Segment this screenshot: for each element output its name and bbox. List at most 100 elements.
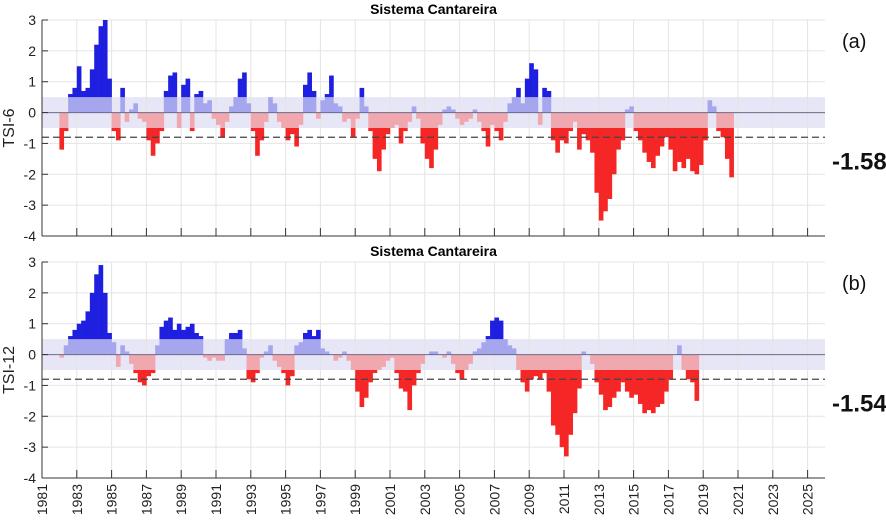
bar-weak-positive [542, 97, 547, 113]
bar-weak-positive [472, 109, 478, 113]
bar-weak-negative [363, 354, 369, 370]
bar-strong-positive [237, 329, 243, 340]
bar-weak-positive [520, 103, 526, 113]
bar-strong-positive [85, 311, 91, 340]
bar-weak-negative [724, 112, 730, 128]
bar-weak-negative [372, 354, 378, 370]
bar-weak-positive [511, 348, 517, 355]
bar-strong-negative [568, 370, 573, 435]
bar-weak-positive [359, 97, 365, 113]
bar-strong-positive [329, 75, 334, 98]
bar-weak-positive [72, 97, 78, 113]
bar-weak-negative [159, 112, 165, 128]
y-tick-label: -4 [24, 228, 37, 244]
bar-weak-negative [263, 112, 269, 122]
bar-weak-positive [485, 339, 491, 355]
bar-weak-negative [681, 112, 687, 128]
bar-weak-negative [424, 112, 430, 128]
bar-strong-positive [189, 323, 195, 340]
bar-weak-positive [311, 97, 317, 113]
bar-weak-negative [255, 354, 260, 370]
bar-weak-positive [224, 339, 230, 355]
bar-weak-positive [102, 339, 108, 355]
bar-strong-negative [629, 370, 634, 398]
bar-weak-negative [463, 354, 469, 370]
bar-weak-negative [459, 354, 465, 370]
bar-strong-positive [494, 317, 500, 340]
bar-strong-positive [303, 332, 308, 340]
bar-weak-positive [677, 345, 682, 355]
x-tick-label: 1989 [173, 484, 189, 515]
bar-weak-negative [637, 112, 643, 128]
bar-weak-positive [194, 97, 199, 113]
y-tick-label: 0 [28, 347, 36, 363]
bar-weak-negative [516, 354, 521, 370]
bar-weak-negative [403, 354, 408, 370]
bar-weak-positive [268, 97, 273, 113]
bar-strong-positive [102, 292, 108, 340]
bar-strong-negative [146, 370, 152, 377]
bar-strong-positive [181, 329, 186, 340]
x-tick-label: 2005 [452, 484, 468, 515]
bar-weak-negative [603, 354, 608, 370]
bar-weak-positive [85, 97, 91, 113]
bar-weak-negative [468, 354, 473, 364]
bar-strong-negative [603, 128, 608, 212]
bar-strong-positive [233, 332, 239, 340]
bar-strong-negative [424, 128, 430, 159]
bar-strong-positive [198, 90, 204, 98]
bar-weak-positive [159, 339, 165, 355]
bar-strong-negative [481, 128, 486, 132]
bar-weak-positive [307, 339, 312, 355]
bar-weak-positive [163, 339, 169, 355]
bar-weak-negative [350, 354, 356, 370]
bar-strong-positive [76, 323, 82, 340]
bar-strong-negative [372, 128, 378, 159]
bar-weak-negative [355, 112, 360, 119]
bar-weak-positive [81, 339, 86, 355]
bar-weak-negative [368, 354, 373, 370]
last-value-label: -1.54 [832, 390, 886, 417]
bar-strong-positive [120, 87, 125, 98]
bar-weak-negative [420, 354, 426, 364]
bar-weak-positive [337, 106, 343, 113]
bar-strong-negative [550, 370, 556, 426]
x-tick-label: 1985 [104, 484, 120, 515]
bar-weak-negative [189, 112, 195, 128]
bar-weak-negative [416, 354, 421, 370]
bar-weak-negative [316, 112, 321, 119]
bar-strong-negative [555, 128, 560, 153]
bar-weak-positive [168, 97, 173, 113]
bar-weak-positive [298, 342, 304, 355]
bar-weak-negative [294, 112, 299, 128]
bar-weak-negative [642, 354, 647, 370]
bar-strong-negative [651, 370, 656, 414]
bar-weak-negative [651, 112, 656, 128]
bar-weak-negative [616, 354, 621, 370]
x-tick-label: 1995 [278, 484, 294, 515]
bar-strong-positive [229, 332, 234, 340]
x-tick-label: 2003 [417, 484, 433, 515]
bar-weak-negative [633, 354, 639, 370]
bar-strong-negative [624, 370, 630, 392]
bar-strong-negative [655, 128, 660, 156]
bar-weak-negative [620, 354, 626, 370]
bar-strong-negative [672, 128, 678, 172]
bar-strong-negative [524, 370, 530, 392]
bar-weak-negative [285, 354, 291, 370]
bar-strong-negative [550, 128, 556, 141]
bar-strong-positive [98, 26, 104, 98]
bar-weak-negative [407, 112, 413, 122]
bar-weak-positive [120, 345, 125, 355]
bar-weak-negative [629, 354, 634, 370]
bar-weak-negative [137, 112, 143, 119]
bar-strong-negative [381, 128, 386, 150]
bar-strong-negative [546, 370, 552, 392]
bar-strong-negative [685, 370, 691, 380]
bar-strong-negative [633, 370, 639, 395]
bar-strong-positive [102, 20, 108, 98]
bar-weak-positive [268, 345, 273, 355]
bar-strong-negative [363, 370, 369, 398]
x-tick-label: 1981 [34, 484, 50, 515]
bar-strong-negative [611, 128, 617, 175]
